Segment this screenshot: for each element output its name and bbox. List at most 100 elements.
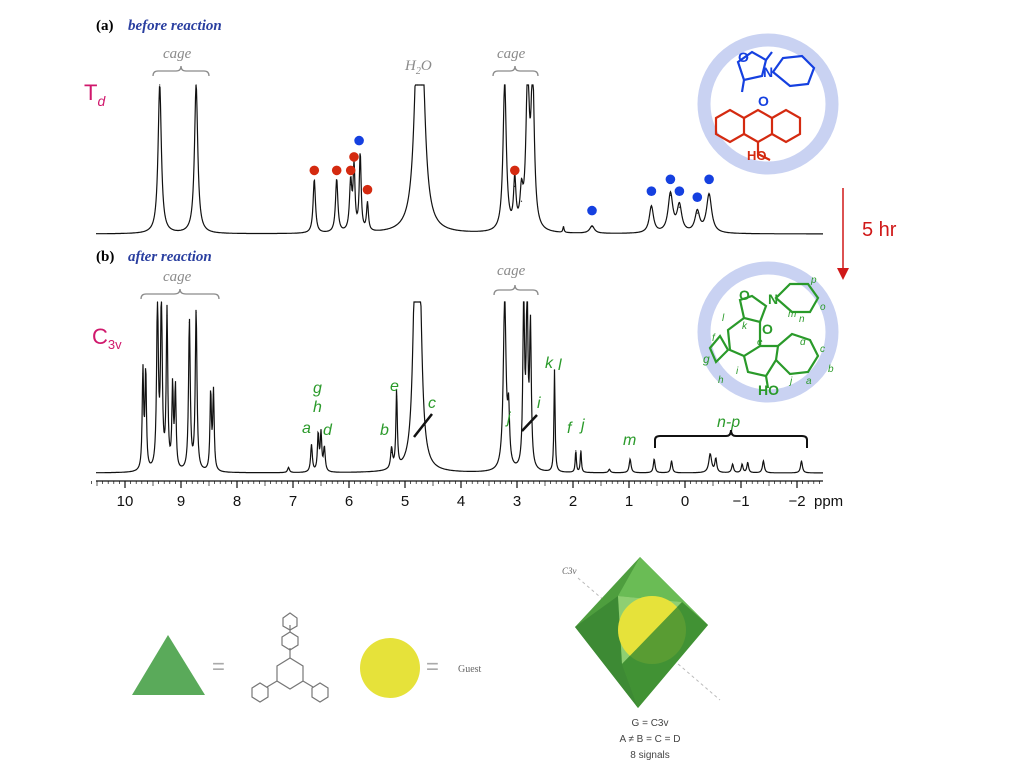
equals-sign: =	[212, 654, 225, 679]
peak-9	[210, 393, 212, 395]
tick-label: 1	[625, 493, 633, 510]
tick-label: 6	[345, 493, 353, 510]
peak-letter: j	[579, 417, 585, 434]
cage-label: cage	[497, 46, 526, 62]
peak-2	[156, 301, 159, 303]
cage-label: cage	[497, 263, 526, 279]
blue-dot-marker	[646, 186, 657, 196]
peak-letter: d	[323, 422, 333, 439]
peak-25	[553, 369, 556, 371]
cage-labels-b: cage cage	[163, 263, 526, 285]
symmetry-label-b: C3v	[92, 324, 122, 352]
peak-14	[532, 84, 534, 86]
tick-label: −2	[788, 493, 805, 510]
peak-26	[575, 450, 577, 452]
peak-8	[195, 311, 197, 313]
svg-text:l: l	[722, 313, 725, 324]
peak-letter: g	[313, 380, 322, 397]
guest-molecule-a: O N O HO	[697, 33, 839, 175]
peak-21	[708, 194, 710, 196]
tick-label: 0	[681, 493, 689, 510]
peak-18	[414, 301, 416, 303]
svg-text:h: h	[718, 375, 724, 386]
peak-33	[715, 458, 717, 460]
cage-ring	[697, 261, 839, 403]
guest-circle-icon	[360, 638, 420, 698]
adduct-green	[708, 282, 820, 389]
peak-letter: a	[302, 420, 311, 437]
peak-10	[504, 84, 506, 86]
svg-text:j: j	[788, 376, 793, 387]
peak-letter: h	[313, 399, 322, 416]
spectrum-trace	[96, 84, 823, 235]
peak-13	[527, 84, 529, 86]
spectrum-b	[96, 301, 823, 474]
tick-label: 5	[401, 493, 409, 510]
peak-letter: i	[537, 395, 541, 412]
peak-20	[696, 212, 698, 214]
ligand-triangle-icon	[132, 635, 205, 695]
blue-dot-marker	[354, 135, 364, 146]
cage-bracket-b2	[493, 284, 539, 296]
axis-unit-label: ppm	[814, 493, 843, 510]
peak-letter: f	[567, 420, 573, 437]
peak-letter: l	[558, 357, 562, 374]
guest-molecule-b: O N O HO p m n o l f k e g d c i b h j a	[697, 261, 839, 403]
panel-b-title: after reaction	[128, 249, 212, 265]
peak-3	[336, 179, 338, 181]
svg-text:d: d	[800, 337, 806, 348]
peak-17	[396, 395, 398, 397]
peak-27	[580, 450, 582, 452]
tripyridyl-triazine-structure	[251, 612, 329, 703]
svg-text:g: g	[703, 352, 710, 366]
peak-7	[188, 321, 190, 324]
tick-label: −1	[732, 493, 749, 510]
peak-1	[195, 84, 197, 86]
equals-sign: =	[426, 654, 439, 679]
cage-label: cage	[163, 46, 192, 62]
atom-n: N	[768, 291, 778, 307]
peak-36	[747, 462, 749, 464]
atom-o: O	[758, 93, 769, 109]
blue-dot-marker	[665, 174, 676, 185]
peak-28	[608, 469, 611, 471]
blue-dot-marker	[674, 186, 685, 196]
ppm-axis: 10 9 8 7 6 5 4 3 2 1 0 −1 −2 ppm	[91, 480, 843, 510]
peak-23	[526, 301, 528, 303]
peak-13	[317, 434, 319, 436]
red-dot-marker	[510, 165, 520, 176]
peak-letter: m	[623, 432, 636, 449]
peak-5	[172, 390, 174, 392]
peak-15	[323, 448, 325, 450]
atom-o: O	[739, 287, 750, 303]
cage-ring	[697, 33, 839, 175]
peak-34	[732, 463, 734, 465]
peak-11	[514, 185, 516, 187]
peak-14	[320, 434, 322, 436]
peak-19	[419, 301, 421, 303]
peak-29	[629, 458, 631, 460]
peak-letter: k	[545, 355, 554, 372]
peak-4	[166, 315, 168, 317]
tick-label: 3	[513, 493, 521, 510]
symmetry-note: G = C3v	[632, 718, 669, 729]
peak-21	[508, 421, 510, 423]
peak-assignments: g h a d e b c k l j i f j m	[302, 355, 636, 449]
red-dot-marker	[309, 165, 320, 176]
tick-label: 4	[457, 493, 465, 510]
red-dot-marker	[362, 184, 373, 195]
panel-a-tag: (a)	[96, 18, 114, 34]
range-bracket	[654, 429, 808, 448]
peak-31	[671, 460, 673, 462]
svg-text:i: i	[736, 366, 739, 377]
svg-text:a: a	[806, 376, 812, 387]
guest-label: Guest	[458, 664, 482, 675]
range-label: n-p	[717, 414, 740, 431]
peak-0	[142, 373, 144, 375]
peak-7	[366, 205, 369, 207]
peak-15	[562, 227, 565, 229]
peak-8	[416, 84, 418, 86]
peak-18	[669, 194, 672, 196]
peak-30	[653, 458, 655, 460]
tick-label: 2	[569, 493, 577, 510]
